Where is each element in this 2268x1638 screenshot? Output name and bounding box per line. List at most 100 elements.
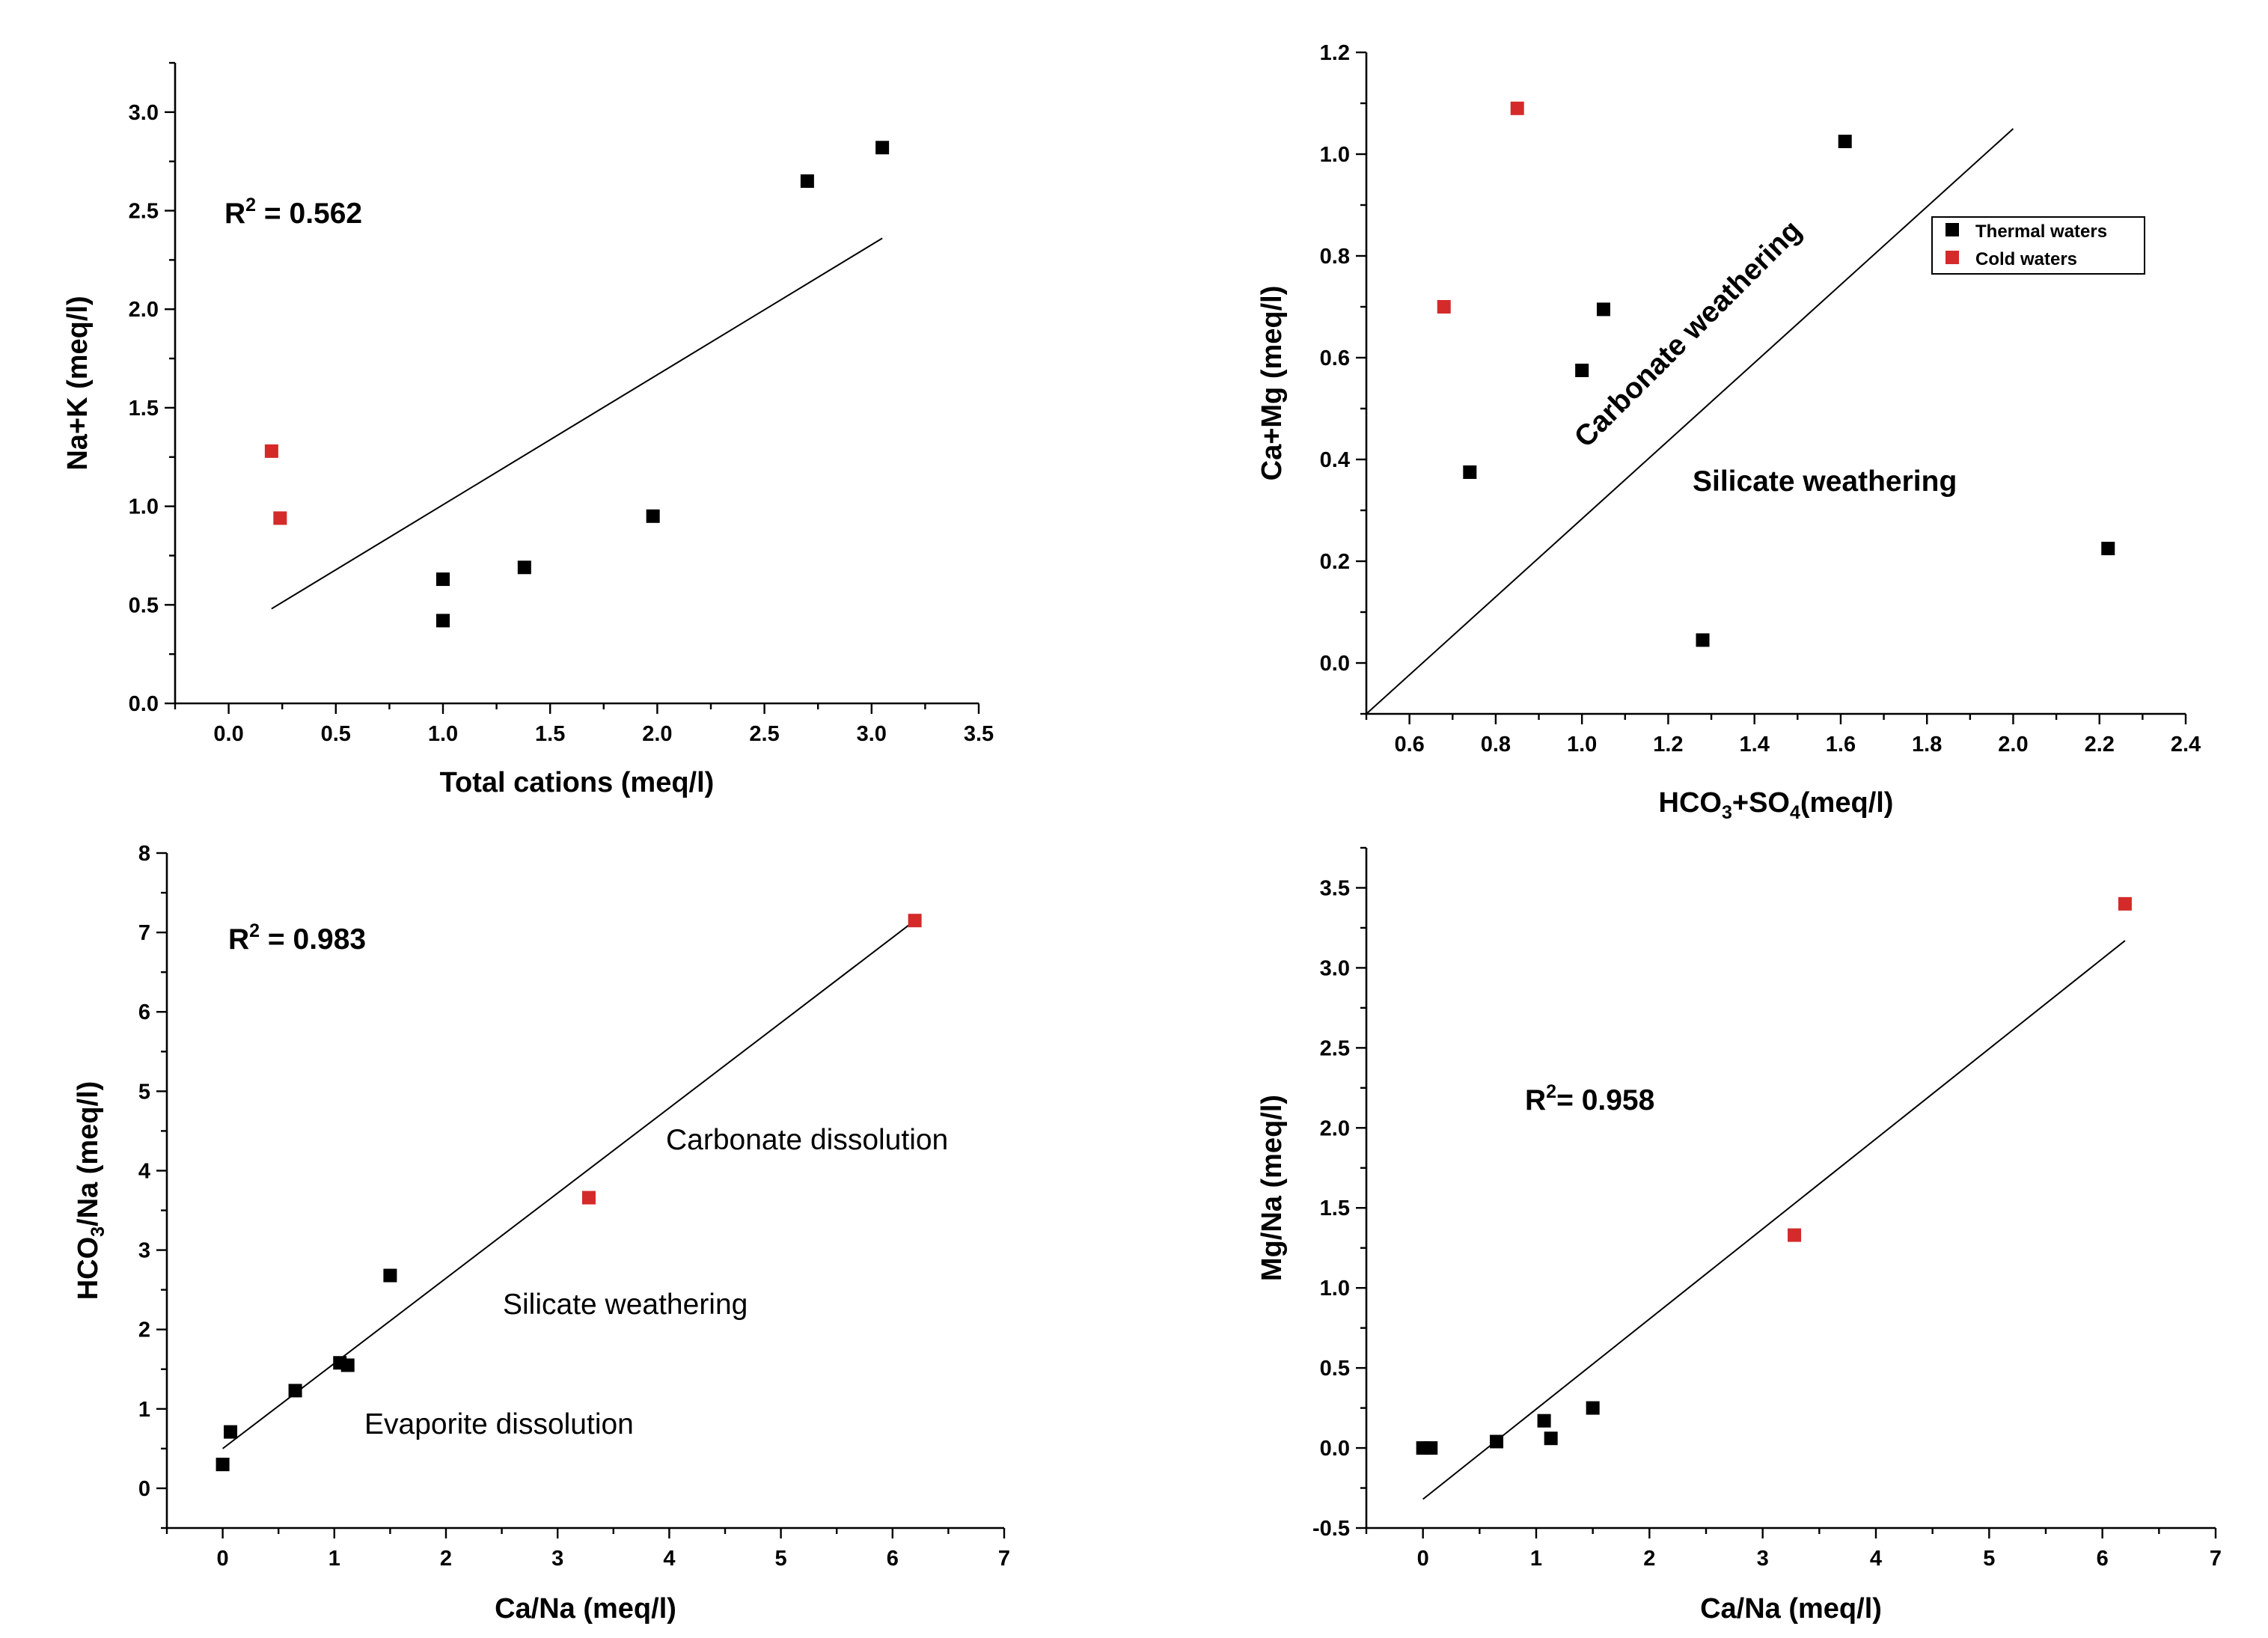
y-tick-label: 1.0	[1320, 143, 1350, 167]
thermal-water-point	[1463, 465, 1477, 479]
chart-camg_vs_hco3so4: 0.6 0.8 1.0 1.2 1.4 1.6 1.8 2.0 2.2 2.4 0.0 0.2 0.4 0…	[1256, 41, 2201, 823]
trend-line	[271, 237, 883, 610]
thermal-water-point	[436, 614, 450, 628]
x-tick-label: 1.8	[1912, 733, 1942, 757]
thermal-water-point	[288, 1384, 302, 1398]
axis-label-subscript: 3	[1722, 802, 1732, 823]
r-squared-superscript: 2	[245, 195, 256, 216]
axis-label-part: (meq/l)	[1800, 787, 1894, 819]
y-tick-label: 4	[138, 1159, 150, 1183]
legend-label-cold: Cold waters	[1975, 249, 2077, 269]
x-tick-label: 3	[551, 1547, 563, 1571]
x-tick-label: 6	[2097, 1547, 2109, 1571]
legend: Thermal waters Cold waters	[1931, 216, 2145, 275]
trend-line	[1366, 128, 2014, 715]
thermal-water-point	[340, 1358, 355, 1372]
legend-box	[1931, 216, 2145, 275]
y-tick-label: 3.0	[129, 101, 159, 125]
thermal-water-point	[1586, 1401, 1600, 1415]
y-tick-label: 1.0	[1320, 1277, 1350, 1301]
x-tick-label: 1	[1530, 1547, 1542, 1571]
y-tick-label: 2.0	[1320, 1116, 1350, 1140]
thermal-water-point	[1537, 1414, 1551, 1428]
cold-water-point	[581, 1191, 596, 1205]
r-squared-value: = 0.983	[260, 923, 366, 956]
cold-water-point	[908, 914, 922, 928]
y-axis-label: HCO3/Na (meq/l)	[73, 1081, 108, 1301]
legend-marker-thermal	[1945, 223, 1959, 236]
y-tick-label: 1.5	[129, 397, 159, 421]
r-squared-label: R2 = 0.983	[228, 920, 366, 956]
x-tick-label: 6	[887, 1547, 899, 1571]
axis-label-part: +SO	[1732, 787, 1790, 819]
cold-water-point	[1510, 101, 1524, 115]
x-tick-label: 0.5	[321, 722, 351, 746]
r-squared-value: = 0.562	[256, 198, 362, 230]
y-axis-label: Mg/Na (meq/l)	[1256, 1095, 1288, 1281]
y-tick-label: 0.0	[1320, 652, 1350, 676]
r-squared-prefix: R	[1525, 1084, 1546, 1116]
x-tick-label: 5	[1983, 1547, 1995, 1571]
y-axis-label: Ca+Mg (meq/l)	[1256, 286, 1288, 481]
x-tick-label: 2	[440, 1547, 452, 1571]
y-tick-label: 0.6	[1320, 346, 1350, 370]
thermal-water-point	[1575, 364, 1589, 377]
y-tick-label: -0.5	[1312, 1517, 1350, 1541]
thermal-water-point	[1544, 1431, 1558, 1446]
y-tick-label: 2.5	[1320, 1036, 1350, 1060]
axis-label-part: HCO	[73, 1237, 104, 1300]
x-tick-label: 1.5	[535, 722, 565, 746]
r-squared-value: = 0.958	[1556, 1084, 1654, 1116]
thermal-water-point	[1596, 302, 1610, 317]
thermal-water-point	[1424, 1441, 1438, 1455]
x-tick-label: 5	[775, 1547, 787, 1571]
cold-water-point	[1788, 1228, 1802, 1242]
axis-label-part: HCO	[1659, 787, 1722, 819]
y-tick-label: 6	[138, 1000, 150, 1024]
region-label-evaporite-dissolution: Evaporite dissolution	[364, 1408, 634, 1440]
y-tick-label: 2.5	[129, 200, 159, 224]
thermal-water-point	[2101, 542, 2115, 555]
x-tick-label: 0.0	[213, 722, 243, 746]
x-tick-label: 1.0	[1567, 733, 1597, 757]
y-tick-label: 1.0	[129, 495, 159, 519]
y-tick-label: 8	[138, 842, 150, 866]
y-axis-label: Na+K (meq/l)	[62, 296, 94, 470]
thermal-water-point	[1838, 135, 1852, 148]
x-axis-label: Total cations (meq/l)	[440, 767, 715, 798]
thermal-water-point	[216, 1458, 230, 1472]
thermal-water-point	[436, 572, 450, 587]
x-tick-label: 1.6	[1826, 733, 1856, 757]
r-squared-label: R2 = 0.562	[224, 195, 362, 230]
x-tick-label: 4	[1870, 1547, 1882, 1571]
r-squared-superscript: 2	[1546, 1081, 1556, 1102]
thermal-water-point	[1696, 633, 1710, 647]
y-tick-label: 1.5	[1320, 1197, 1350, 1220]
x-tick-label: 7	[2210, 1547, 2222, 1571]
axis-label-part: /Na (meq/l)	[73, 1081, 104, 1226]
thermal-water-point	[383, 1268, 397, 1283]
y-tick-label: 1	[138, 1398, 150, 1422]
legend-marker-cold	[1945, 251, 1959, 264]
y-tick-label: 0	[138, 1477, 150, 1501]
x-tick-label: 2.5	[749, 722, 779, 746]
y-tick-label: 0.5	[1320, 1357, 1350, 1381]
axis-label-subscript: 3	[88, 1226, 108, 1237]
x-tick-label: 1.2	[1653, 733, 1683, 757]
x-tick-label: 1.4	[1740, 733, 1770, 757]
x-tick-label: 1	[328, 1547, 340, 1571]
region-label-silicate-weathering: Silicate weathering	[1693, 465, 1957, 498]
y-tick-label: 0.8	[1320, 245, 1350, 269]
y-tick-label: 3	[138, 1239, 150, 1263]
x-tick-label: 3.5	[964, 722, 994, 746]
r-squared-label: R2= 0.958	[1525, 1081, 1654, 1116]
y-tick-label: 0.2	[1320, 550, 1350, 574]
legend-label-thermal: Thermal waters	[1975, 221, 2107, 242]
cold-water-point	[2118, 896, 2132, 911]
cold-water-point	[264, 444, 278, 458]
y-tick-label: 7	[138, 921, 150, 945]
thermal-water-point	[1490, 1434, 1504, 1449]
thermal-water-point	[646, 509, 660, 523]
